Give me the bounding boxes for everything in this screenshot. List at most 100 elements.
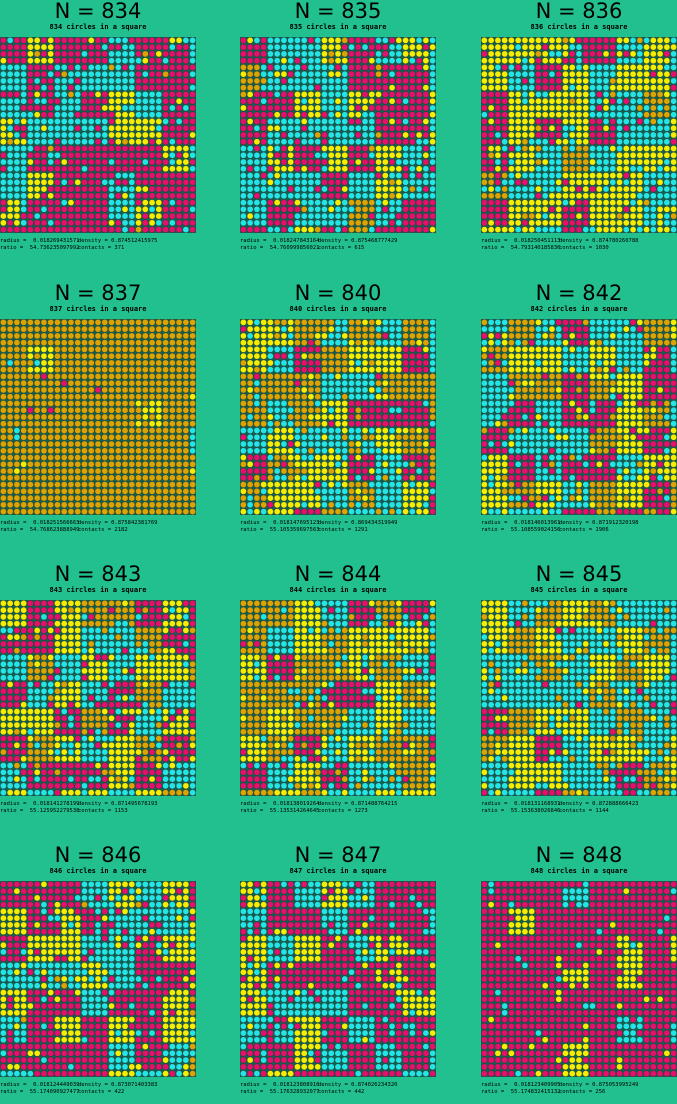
circle	[328, 427, 334, 433]
circle	[481, 373, 487, 379]
circle	[657, 139, 663, 145]
circle	[267, 193, 273, 199]
circle	[288, 125, 294, 131]
circle	[122, 340, 128, 346]
circle	[129, 340, 135, 346]
circle	[267, 206, 273, 212]
circle	[41, 373, 47, 379]
circle	[348, 346, 354, 352]
circle	[650, 71, 656, 77]
circle	[355, 454, 361, 460]
circle	[34, 112, 40, 118]
circle	[335, 64, 341, 70]
circle	[369, 400, 375, 406]
circle	[549, 326, 555, 332]
circle	[14, 152, 20, 158]
circle	[362, 427, 368, 433]
circle	[247, 340, 253, 346]
circle	[535, 407, 541, 413]
circle	[54, 414, 60, 420]
circle	[596, 139, 602, 145]
circle	[529, 64, 535, 70]
circle	[495, 461, 501, 467]
circle	[68, 71, 74, 77]
circle	[321, 51, 327, 57]
circle	[102, 172, 108, 178]
circle	[515, 434, 521, 440]
circle	[149, 319, 155, 325]
circle	[7, 98, 13, 104]
circle	[362, 139, 368, 145]
circle	[549, 468, 555, 474]
circle	[488, 213, 494, 219]
stat: radius = 0.018269431571	[0, 238, 79, 244]
circle	[657, 145, 663, 151]
circle	[630, 373, 636, 379]
circle	[115, 387, 121, 393]
circle	[75, 495, 81, 501]
circle	[515, 360, 521, 366]
circle	[61, 326, 67, 332]
circle	[502, 353, 508, 359]
circle	[637, 213, 643, 219]
circle	[502, 132, 508, 138]
circle	[495, 333, 501, 339]
circle	[88, 193, 94, 199]
circle	[169, 394, 175, 400]
circle	[488, 64, 494, 70]
circle	[176, 132, 182, 138]
circle	[508, 482, 514, 488]
circle	[21, 132, 27, 138]
circle	[163, 186, 169, 192]
circle	[68, 220, 74, 226]
circle	[630, 380, 636, 386]
circle	[122, 488, 128, 494]
circle	[308, 340, 314, 346]
circle	[247, 145, 253, 151]
circle	[610, 85, 616, 91]
circle	[267, 387, 273, 393]
circle	[348, 360, 354, 366]
circle	[556, 206, 562, 212]
circle	[522, 172, 528, 178]
circle	[569, 461, 575, 467]
circle	[342, 407, 348, 413]
circle	[616, 172, 622, 178]
circle	[576, 200, 582, 206]
circle	[75, 427, 81, 433]
circle	[61, 193, 67, 199]
circle	[556, 340, 562, 346]
circle	[274, 468, 280, 474]
circle	[169, 475, 175, 481]
circle	[416, 125, 422, 131]
circle	[34, 340, 40, 346]
circle	[274, 64, 280, 70]
circle	[190, 502, 196, 508]
circle	[355, 139, 361, 145]
circle	[430, 85, 436, 91]
circle	[502, 360, 508, 366]
circle	[301, 172, 307, 178]
circle	[115, 179, 121, 185]
circle	[596, 387, 602, 393]
circle	[549, 85, 555, 91]
circle	[108, 407, 114, 413]
circle	[508, 172, 514, 178]
circle	[403, 112, 409, 118]
circle	[169, 414, 175, 420]
circle	[542, 367, 548, 373]
circle	[183, 448, 189, 454]
circle	[644, 44, 650, 50]
circle	[0, 421, 6, 427]
circle	[274, 333, 280, 339]
circle	[502, 220, 508, 226]
circle	[81, 461, 87, 467]
circle	[342, 172, 348, 178]
circle	[288, 112, 294, 118]
circle	[596, 441, 602, 447]
circle	[183, 475, 189, 481]
circle	[515, 461, 521, 467]
circle	[108, 132, 114, 138]
circle	[95, 427, 101, 433]
circle	[650, 64, 656, 70]
